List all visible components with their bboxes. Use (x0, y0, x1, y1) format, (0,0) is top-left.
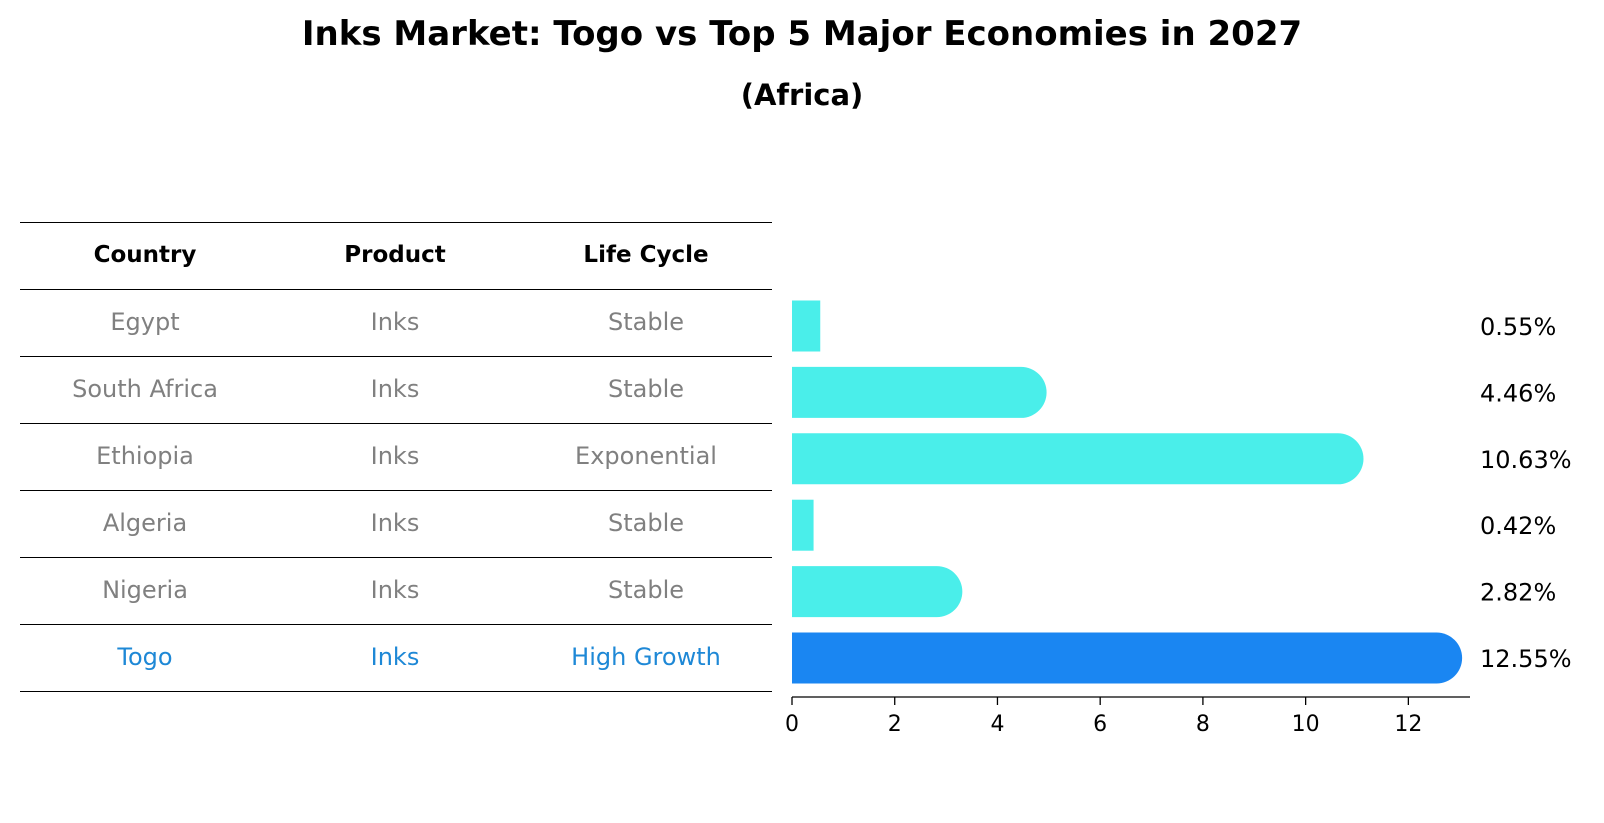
life-cycle-cell: Stable (607, 375, 685, 403)
x-tick-label: 0 (785, 712, 799, 737)
chart-subtitle: (Africa) (740, 78, 864, 112)
table-row-highlight: Togo Inks High Growth (20, 625, 772, 692)
bar-ethiopia (792, 433, 1364, 485)
table-row: South Africa Inks Stable (20, 357, 772, 424)
table-row: Algeria Inks Stable (20, 491, 772, 558)
bar-togo (792, 632, 1463, 684)
table-header-row: Country Product Life Cycle (20, 222, 772, 290)
data-table: Country Product Life Cycle Egypt Inks St… (20, 222, 772, 692)
x-tick-label: 6 (1093, 712, 1107, 737)
x-tick-label: 2 (888, 712, 902, 737)
product-cell: Inks (370, 643, 420, 671)
header-product: Product (344, 242, 446, 268)
product-cell: Inks (370, 308, 420, 336)
x-tick-label: 4 (990, 712, 1004, 737)
product-cell: Inks (370, 375, 420, 403)
country-cell: South Africa (72, 375, 218, 403)
life-cycle-cell: Stable (607, 308, 685, 336)
country-cell: Nigeria (102, 576, 188, 604)
bar-south-africa (792, 366, 1047, 418)
life-cycle-cell: Stable (607, 576, 685, 604)
country-cell: Egypt (110, 308, 180, 336)
product-cell: Inks (370, 576, 420, 604)
value-label-ethiopia: 10.63% (1480, 446, 1572, 474)
bar-algeria (792, 499, 814, 551)
value-label-egypt: 0.55% (1480, 313, 1556, 341)
table-row: Egypt Inks Stable (20, 290, 772, 357)
header-country: Country (93, 242, 197, 268)
life-cycle-cell: High Growth (571, 643, 721, 671)
header-life-cycle: Life Cycle (583, 242, 709, 268)
product-cell: Inks (370, 442, 420, 470)
country-cell: Ethiopia (96, 442, 194, 470)
chart-title: Inks Market: Togo vs Top 5 Major Economi… (301, 14, 1303, 54)
value-label-south-africa: 4.46% (1480, 379, 1556, 407)
product-cell: Inks (370, 509, 420, 537)
x-tick-label: 8 (1196, 712, 1210, 737)
x-tick-label: 10 (1292, 712, 1320, 737)
bar-nigeria (792, 566, 963, 618)
country-cell: Algeria (102, 509, 188, 537)
life-cycle-cell: Stable (607, 509, 685, 537)
country-cell: Togo (117, 643, 173, 671)
table-row: Ethiopia Inks Exponential (20, 424, 772, 491)
table-row: Nigeria Inks Stable (20, 558, 772, 625)
bar-egypt (792, 300, 821, 352)
x-tick-label: 12 (1394, 712, 1422, 737)
value-label-algeria: 0.42% (1480, 512, 1556, 540)
value-label-togo: 12.55% (1480, 645, 1572, 673)
value-label-nigeria: 2.82% (1480, 579, 1556, 607)
life-cycle-cell: Exponential (575, 442, 717, 470)
